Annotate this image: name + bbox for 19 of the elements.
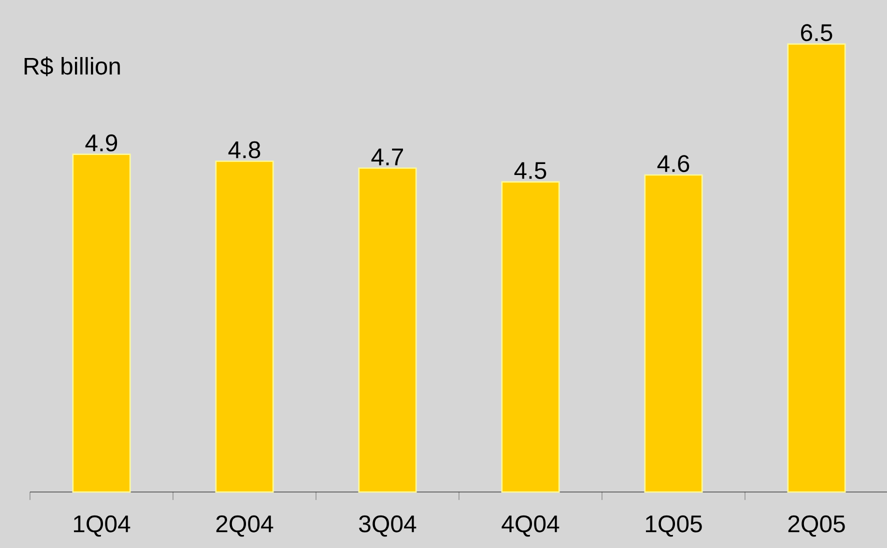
- data-label: 6.5: [801, 24, 832, 42]
- data-label: 4.9: [85, 134, 118, 152]
- x-tick-label: 1Q05: [646, 515, 702, 537]
- x-tick-label: 2Q04: [216, 515, 274, 537]
- x-tick-label: 3Q04: [359, 515, 416, 537]
- bar: [644, 174, 703, 493]
- bar: [215, 160, 274, 493]
- y-axis-title: R$ billion: [24, 56, 120, 76]
- data-label: 4.7: [371, 148, 403, 166]
- bar: [72, 154, 131, 493]
- bar: [501, 181, 560, 493]
- x-tick-label: 2Q05: [788, 515, 845, 537]
- data-label: 4.5: [514, 162, 546, 179]
- data-label: 4.8: [228, 141, 260, 158]
- x-tick-label: 1Q04: [74, 515, 130, 537]
- x-tick-label: 4Q04: [502, 515, 560, 537]
- bar: [358, 167, 417, 493]
- bar: [787, 43, 846, 493]
- data-label: 4.6: [657, 155, 690, 172]
